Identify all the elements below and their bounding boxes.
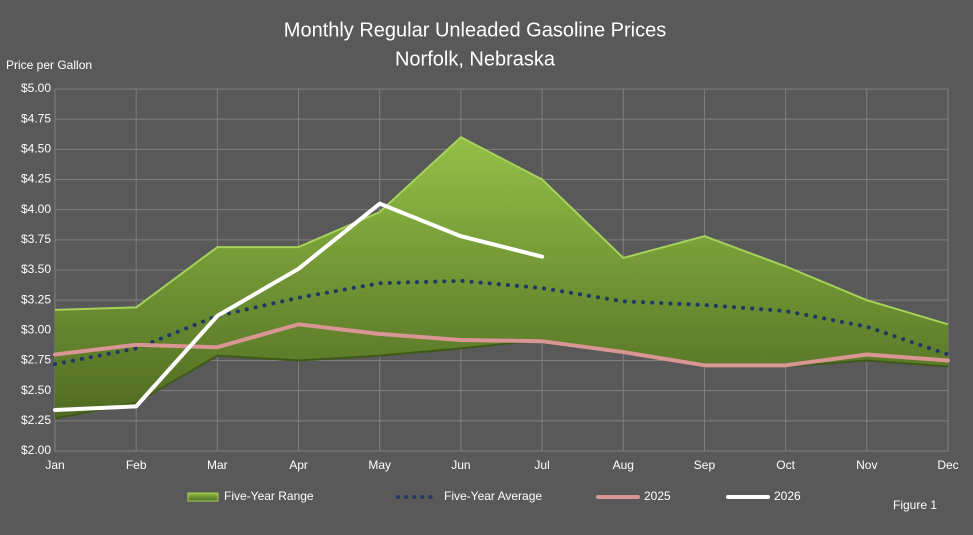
x-tick-label: Aug: [613, 458, 634, 472]
series-line: [53, 322, 950, 368]
range-high-edge: [54, 136, 949, 326]
y-tick-label: $4.25: [21, 172, 51, 186]
y-axis-label: Price per Gallon: [6, 58, 92, 72]
y-tick-label: $5.00: [21, 81, 51, 95]
range-area: [55, 137, 948, 419]
y-tick-label: $4.00: [21, 202, 51, 216]
y-tick-label: $2.25: [21, 413, 51, 427]
legend-label: Five-Year Range: [224, 489, 314, 503]
x-tick-label: Jun: [451, 458, 470, 472]
x-tick-label: Feb: [126, 458, 147, 472]
y-tick-label: $2.75: [21, 353, 51, 367]
series-line: [53, 201, 545, 412]
x-tick-label: Apr: [289, 458, 308, 472]
plot-border: [54, 88, 949, 452]
x-tick-label: Nov: [856, 458, 877, 472]
x-tick-label: May: [368, 458, 391, 472]
y-tick-label: $3.25: [21, 292, 51, 306]
y-tick-label: $3.50: [21, 262, 51, 276]
x-tick-label: Oct: [776, 458, 795, 472]
y-tick-label: $4.50: [21, 142, 51, 156]
series-line: [53, 278, 950, 367]
chart-subtitle: Norfolk, Nebraska: [395, 48, 556, 70]
x-tick-label: Jan: [45, 458, 64, 472]
legend-label: 2025: [644, 489, 671, 503]
legend-label: 2026: [774, 489, 801, 503]
y-tick-label: $3.00: [21, 323, 51, 337]
legend-swatch: [187, 492, 219, 502]
y-tick-label: $2.00: [21, 443, 51, 457]
x-tick-label: Jul: [534, 458, 549, 472]
annotation: Figure 1: [893, 498, 937, 512]
y-tick-label: $4.75: [21, 111, 51, 125]
x-tick-label: Dec: [937, 458, 958, 472]
chart-title: Monthly Regular Unleaded Gasoline Prices: [284, 19, 666, 41]
y-tick-label: $3.75: [21, 232, 51, 246]
x-tick-label: Mar: [207, 458, 228, 472]
x-tick-label: Sep: [694, 458, 716, 472]
y-tick-label: $2.50: [21, 383, 51, 397]
legend-label: Five-Year Average: [444, 489, 542, 503]
